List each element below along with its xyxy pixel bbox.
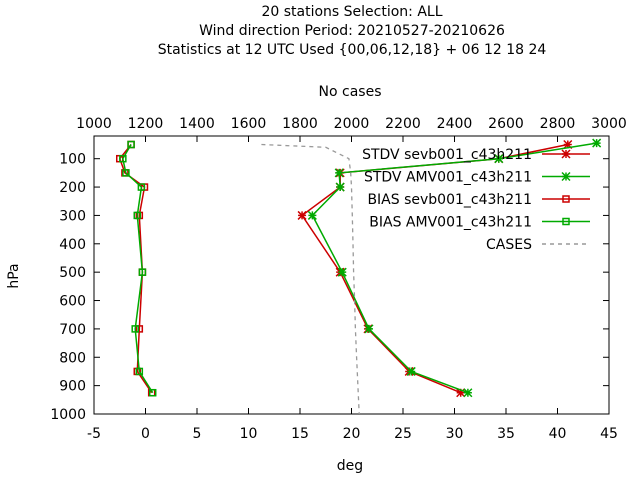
- x-axis-label: deg: [337, 458, 363, 474]
- series-4: [261, 143, 360, 415]
- y-axis-label: hPa: [6, 263, 22, 288]
- x2-tick-label: 1800: [282, 116, 318, 132]
- data-point: [334, 168, 344, 178]
- y-tick-label: 800: [59, 350, 86, 366]
- y-tick-label: 700: [59, 322, 86, 338]
- x2-tick-label: 1200: [128, 116, 164, 132]
- data-point: [119, 154, 127, 163]
- x-tick-label: 10: [240, 426, 258, 442]
- data-point: [406, 366, 416, 376]
- data-point: [148, 388, 157, 397]
- x2-tick-label: 2000: [334, 116, 370, 132]
- data-point: [456, 388, 466, 398]
- data-point: [335, 182, 345, 192]
- y-tick-label: 100: [59, 152, 86, 168]
- series-layer: [116, 138, 602, 415]
- legend-label: STDV AMV001_c43h211: [364, 170, 532, 186]
- x2-tick-label: 1600: [231, 116, 267, 132]
- series-3: [119, 140, 157, 397]
- series-line: [261, 143, 360, 415]
- legend: STDV sevb001_c43h211 STDV AMV001_c43h211 B…: [362, 147, 590, 253]
- x-tick-label: 15: [291, 426, 309, 442]
- chart-title: 20 stations Selection: ALL Wind directio…: [158, 4, 547, 58]
- y-tick-label: 900: [59, 379, 86, 395]
- x2-tick-label: 2800: [540, 116, 576, 132]
- x-tick-label: 45: [600, 426, 618, 442]
- x2-tick-label: 1000: [76, 116, 112, 132]
- x2-axis-ticks: 1000 1200 1400 1600 1800 2000 2200 2400 2600 2800…: [76, 116, 627, 142]
- data-point: [122, 169, 130, 177]
- title-line-3: Statistics at 12 UTC Used {00,06,12,18} …: [158, 42, 547, 58]
- title-line-1: 20 stations Selection: ALL: [261, 4, 442, 20]
- x2-tick-label: 2200: [385, 116, 421, 132]
- data-point: [133, 211, 142, 220]
- data-point: [297, 210, 307, 220]
- data-point: [307, 210, 317, 220]
- legend-label: STDV sevb001_c43h211: [362, 147, 532, 163]
- series-2: [116, 140, 156, 397]
- series-1: [307, 138, 602, 398]
- data-point: [463, 388, 473, 398]
- legend-label: BIAS AMV001_c43h211: [369, 215, 532, 231]
- data-point: [131, 325, 139, 333]
- data-point: [135, 367, 144, 376]
- x-tick-label: -5: [87, 426, 101, 442]
- legend-label: BIAS sevb001_c43h211: [367, 192, 532, 208]
- legend-marker: [562, 217, 570, 226]
- x-tick-label: 30: [446, 426, 464, 442]
- data-point: [592, 138, 602, 148]
- x-tick-label: 5: [193, 426, 202, 442]
- data-point: [563, 139, 573, 150]
- y-tick-label: 300: [59, 208, 86, 224]
- data-point: [337, 267, 347, 277]
- x2-axis-label: No cases: [319, 84, 382, 100]
- data-point: [137, 183, 146, 191]
- y-tick-label: 400: [59, 237, 86, 253]
- legend-marker: [562, 195, 570, 203]
- data-point: [135, 325, 144, 333]
- legend-marker: [561, 149, 571, 159]
- x-axis-ticks: -5 0 5 10 15 20 25 30 35 40 45: [87, 408, 618, 442]
- data-point: [364, 324, 374, 334]
- x2-tick-label: 2600: [488, 116, 524, 132]
- x2-tick-label: 3000: [591, 116, 627, 132]
- y-tick-label: 600: [59, 294, 86, 310]
- x-tick-label: 0: [141, 426, 150, 442]
- x-tick-label: 25: [394, 426, 412, 442]
- title-line-2: Wind direction Period: 20210527-20210626: [199, 23, 505, 39]
- legend-marker: [561, 171, 571, 182]
- legend-label: CASES: [486, 237, 532, 253]
- y-tick-label: 1000: [50, 407, 86, 423]
- x2-tick-label: 1400: [179, 116, 215, 132]
- x-tick-label: 20: [343, 426, 361, 442]
- y-tick-label: 500: [59, 265, 86, 281]
- y-tick-label: 200: [59, 180, 86, 196]
- data-point: [494, 154, 504, 164]
- x-tick-label: 35: [497, 426, 515, 442]
- x2-tick-label: 2400: [437, 116, 473, 132]
- data-point: [127, 140, 135, 149]
- x-tick-label: 40: [549, 426, 567, 442]
- data-point: [138, 268, 147, 276]
- series-line: [122, 144, 154, 394]
- y-axis-ticks: 100 200 300 400 500 600 700 800 900 1000: [50, 152, 609, 423]
